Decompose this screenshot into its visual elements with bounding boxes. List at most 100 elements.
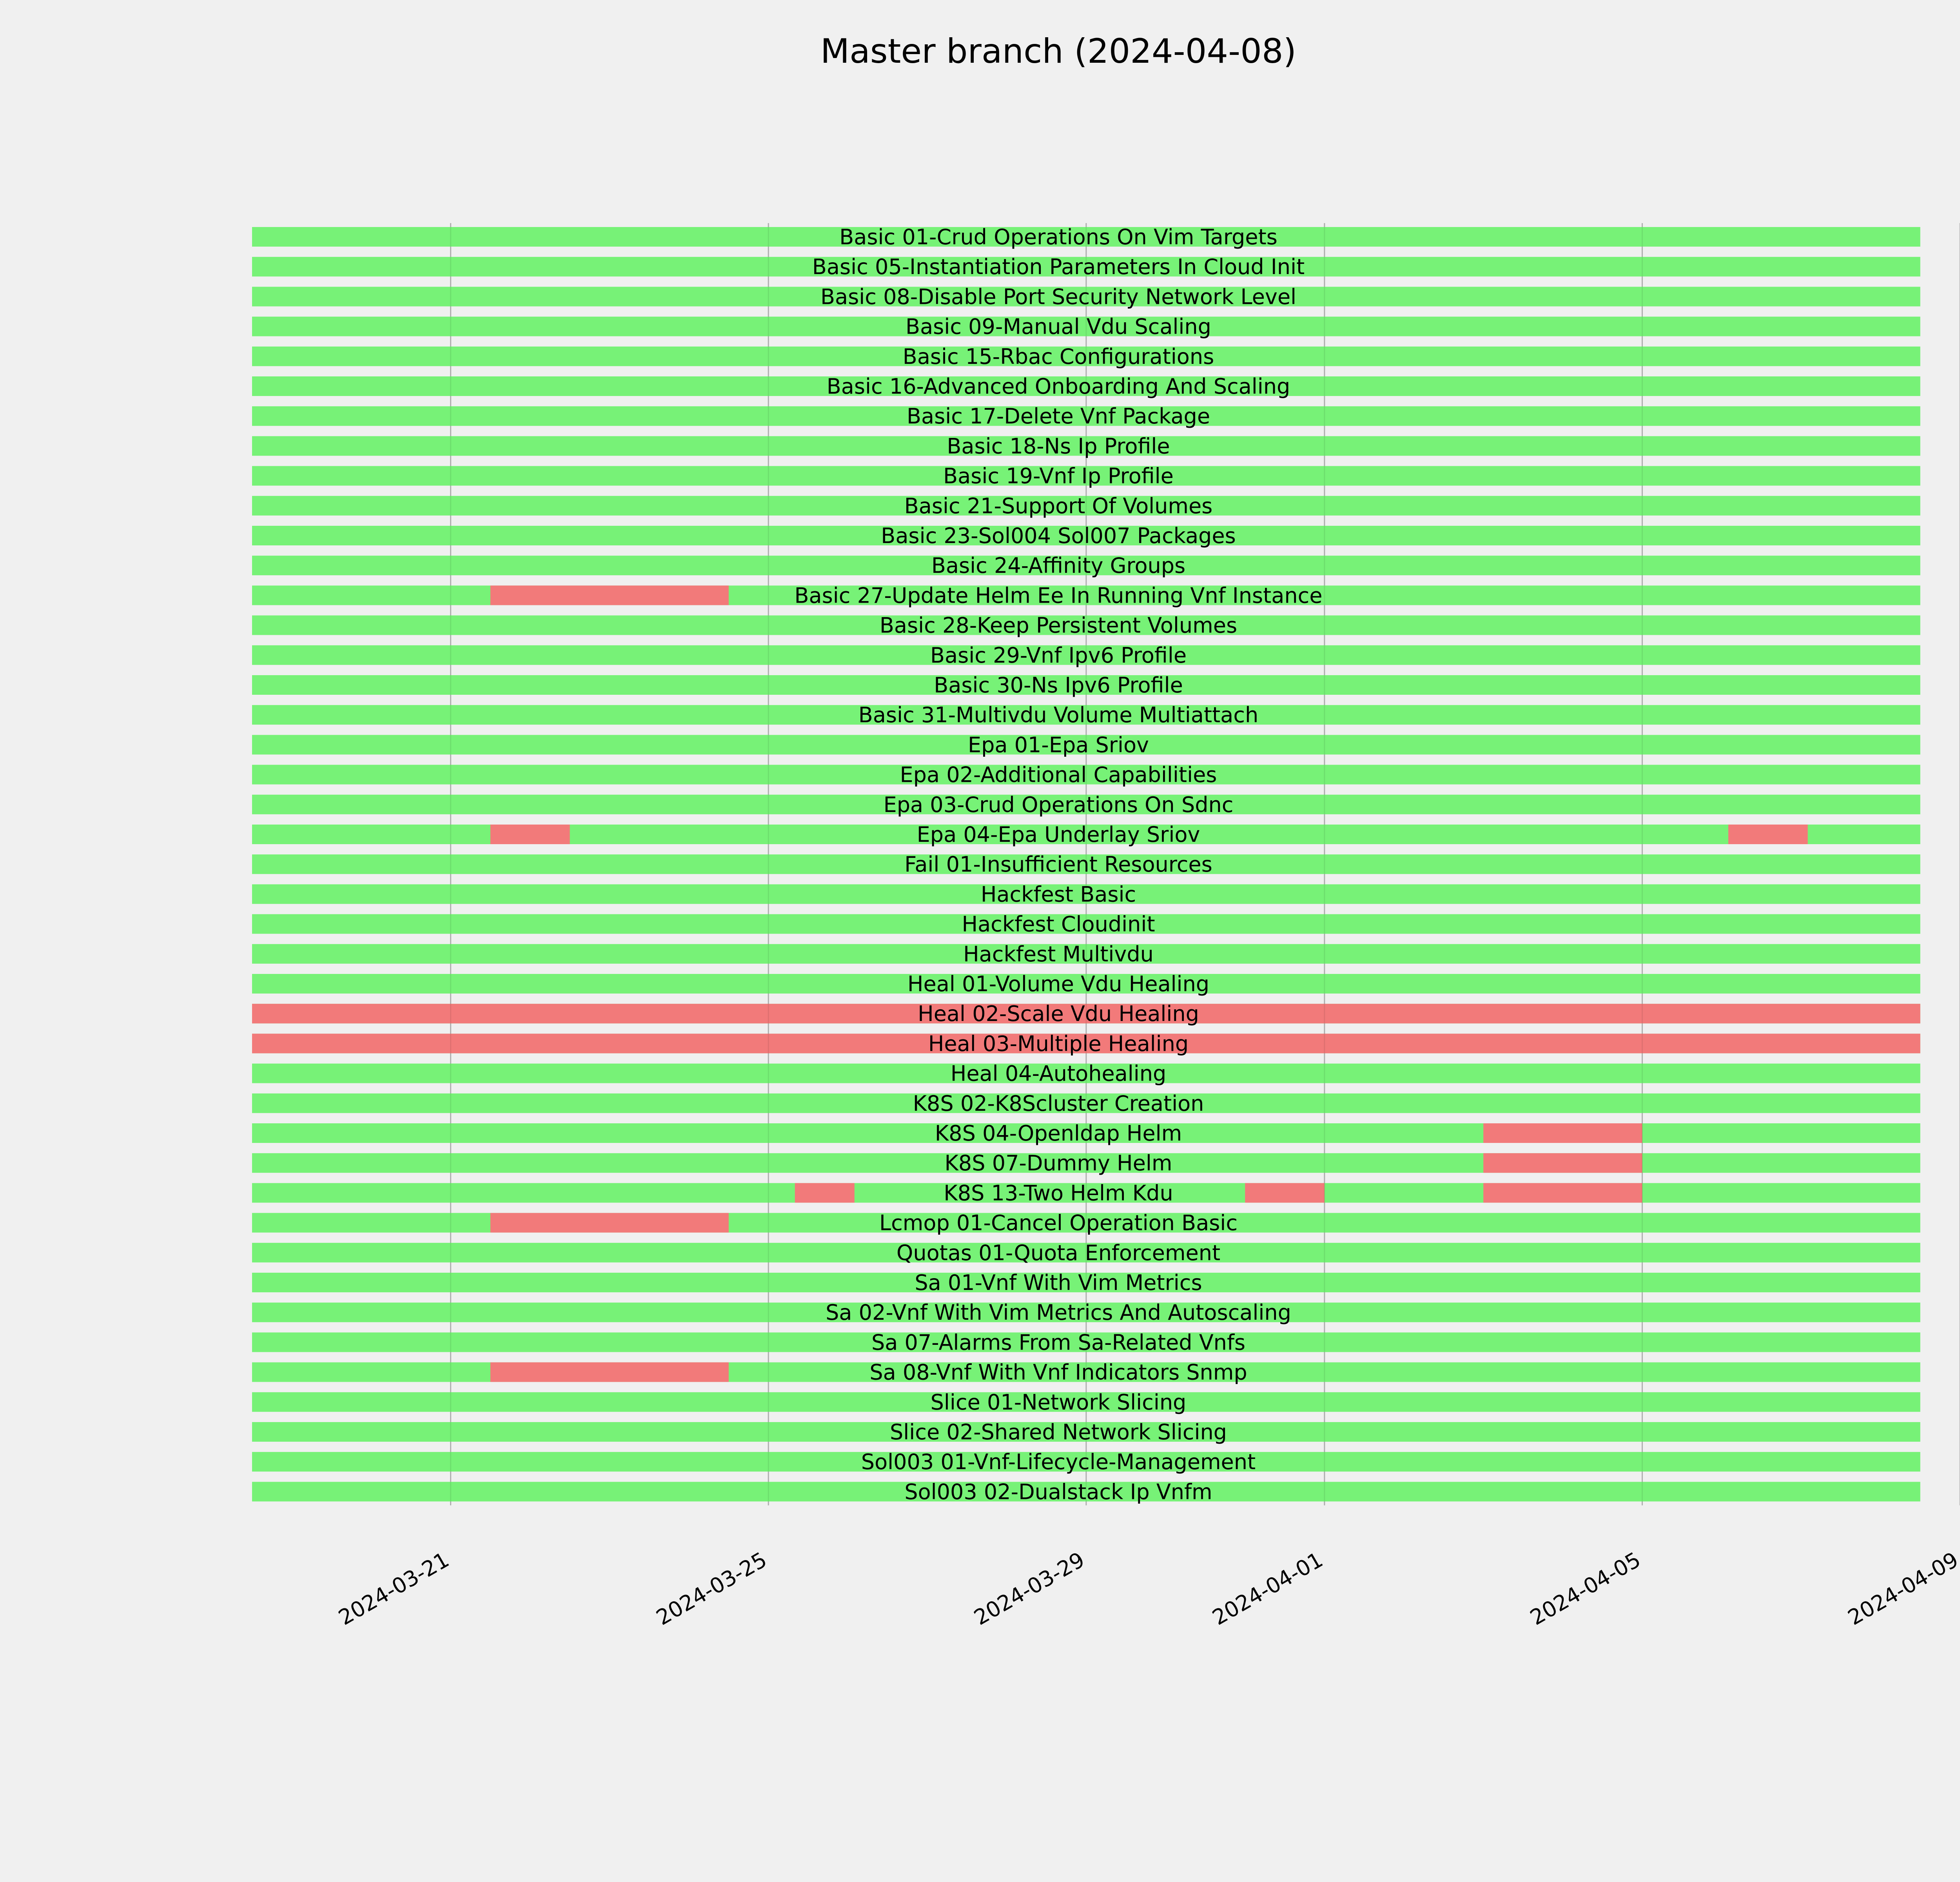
fail-bar <box>490 1362 729 1382</box>
row-label: Fail 01-Insufficient Resources <box>904 852 1212 877</box>
row-label: Slice 02-Shared Network Slicing <box>890 1420 1227 1444</box>
row-label: Basic 08-Disable Port Security Network L… <box>820 284 1296 309</box>
row-label: Sol003 02-Dualstack Ip Vnfm <box>904 1479 1212 1504</box>
x-tick-label: 2024-03-21 <box>334 1547 453 1630</box>
x-tick-label: 2024-04-05 <box>1526 1547 1645 1630</box>
fail-bar <box>252 1034 1920 1054</box>
pass-bar <box>252 884 1920 904</box>
pass-bar <box>252 376 1920 396</box>
row-label: Basic 09-Manual Vdu Scaling <box>906 314 1211 339</box>
row-label: Hackfest Multivdu <box>963 942 1154 966</box>
row-label: Sa 08-Vnf With Vnf Indicators Snmp <box>869 1360 1247 1385</box>
pass-bar <box>252 944 1920 964</box>
pass-bar <box>252 794 1920 814</box>
pass-bar <box>252 1452 1920 1472</box>
x-tick-label: 2024-04-01 <box>1208 1547 1327 1630</box>
row-label: Sa 02-Vnf With Vim Metrics And Autoscali… <box>826 1300 1291 1325</box>
fail-bar <box>795 1183 855 1203</box>
row-label: Epa 03-Crud Operations On Sdnc <box>884 792 1234 817</box>
row-label: Epa 02-Additional Capabilities <box>900 763 1217 787</box>
row-label: K8S 07-Dummy Helm <box>945 1151 1172 1175</box>
row-label: Basic 24-Affinity Groups <box>931 553 1185 578</box>
fail-bar <box>490 825 570 844</box>
row-label: Basic 17-Delete Vnf Package <box>907 404 1210 429</box>
row-label: Heal 02-Scale Vdu Healing <box>918 1001 1199 1026</box>
bars <box>252 223 1920 1506</box>
fail-bar <box>1483 1123 1642 1143</box>
pass-bar <box>252 406 1920 426</box>
pass-bar <box>252 705 1920 725</box>
pass-bar <box>252 287 1920 307</box>
row-label: Hackfest Cloudinit <box>962 912 1155 937</box>
row-label: Heal 01-Volume Vdu Healing <box>907 972 1209 996</box>
row-label: Basic 18-Ns Ip Profile <box>947 434 1170 458</box>
row-label: Basic 28-Keep Persistent Volumes <box>880 613 1237 638</box>
pass-bar <box>252 496 1920 516</box>
fail-bar <box>1728 825 1808 844</box>
x-tick-label: 2024-03-29 <box>970 1547 1089 1630</box>
row-label: Hackfest Basic <box>981 882 1136 906</box>
pass-bar <box>252 556 1920 576</box>
pass-bar <box>252 227 1920 247</box>
pass-bar <box>252 1243 1920 1263</box>
pass-bar <box>252 1093 1920 1113</box>
pass-bar <box>252 1332 1920 1352</box>
row-label: Basic 31-Multivdu Volume Multiattach <box>858 703 1258 727</box>
row-label: Basic 16-Advanced Onboarding And Scaling <box>827 374 1290 399</box>
pass-bar <box>252 1392 1920 1412</box>
row-label: Basic 30-Ns Ipv6 Profile <box>934 673 1183 698</box>
chart-title: Master branch (2024-04-08) <box>820 32 1296 71</box>
fail-bar <box>1245 1183 1325 1203</box>
row-label: Quotas 01-Quota Enforcement <box>897 1241 1220 1265</box>
row-label: K8S 13-Two Helm Kdu <box>944 1181 1173 1205</box>
row-label: Sa 01-Vnf With Vim Metrics <box>915 1270 1202 1295</box>
pass-bar <box>252 675 1920 695</box>
pass-bar <box>252 257 1920 277</box>
row-label: Epa 01-Epa Sriov <box>968 732 1149 757</box>
row-label: Slice 01-Network Slicing <box>931 1390 1187 1415</box>
row-label: Basic 15-Rbac Configurations <box>903 344 1214 369</box>
row-label: Epa 04-Epa Underlay Sriov <box>917 822 1200 847</box>
row-label: Sol003 01-Vnf-Lifecycle-Management <box>861 1450 1256 1474</box>
pass-bar <box>252 316 1920 336</box>
x-tick-label: 2024-04-09 <box>1844 1547 1960 1630</box>
pass-bar <box>252 615 1920 635</box>
fail-bar <box>252 1004 1920 1024</box>
fail-bar <box>1483 1153 1642 1173</box>
fail-bar <box>490 1213 729 1233</box>
fail-bar <box>490 585 729 605</box>
row-label: Lcmop 01-Cancel Operation Basic <box>879 1211 1238 1235</box>
row-label: Sa 07-Alarms From Sa-Related Vnfs <box>871 1330 1245 1355</box>
pass-bar <box>252 1422 1920 1442</box>
pass-bar <box>252 436 1920 456</box>
row-label: Basic 27-Update Helm Ee In Running Vnf I… <box>795 583 1323 608</box>
pass-bar <box>252 526 1920 545</box>
pass-bar <box>252 1303 1920 1322</box>
pass-bar <box>252 1482 1920 1502</box>
row-label: Basic 01-Crud Operations On Vim Targets <box>839 225 1278 249</box>
row-label: Basic 05-Instantiation Parameters In Clo… <box>812 254 1305 279</box>
row-label: Heal 03-Multiple Healing <box>928 1031 1189 1056</box>
x-axis-ticks: 2024-03-21 2024-03-25 2024-03-29 2024-04-01… <box>334 1547 1960 1630</box>
row-labels: Basic 01-Crud Operations On Vim Targets B… <box>795 225 1323 1504</box>
row-label: K8S 02-K8Scluster Creation <box>913 1091 1204 1116</box>
pass-bar <box>252 1273 1920 1292</box>
fail-bar <box>1483 1183 1642 1203</box>
pass-bar <box>252 346 1920 366</box>
row-label: K8S 04-Openldap Helm <box>935 1121 1182 1146</box>
x-tick-label: 2024-03-25 <box>652 1547 771 1630</box>
pass-bar <box>252 974 1920 994</box>
row-label: Basic 23-Sol004 Sol007 Packages <box>881 523 1236 548</box>
pass-bar <box>252 854 1920 874</box>
row-label: Basic 21-Support Of Volumes <box>904 494 1213 518</box>
row-label: Basic 29-Vnf Ipv6 Profile <box>930 643 1187 668</box>
pass-bar <box>252 1063 1920 1083</box>
row-label: Heal 04-Autohealing <box>951 1061 1167 1086</box>
pass-bar <box>252 914 1920 934</box>
pass-bar <box>252 765 1920 785</box>
pass-bar <box>252 466 1920 486</box>
pass-bar <box>252 735 1920 755</box>
row-label: Basic 19-Vnf Ip Profile <box>943 464 1174 489</box>
pass-bar <box>252 645 1920 665</box>
